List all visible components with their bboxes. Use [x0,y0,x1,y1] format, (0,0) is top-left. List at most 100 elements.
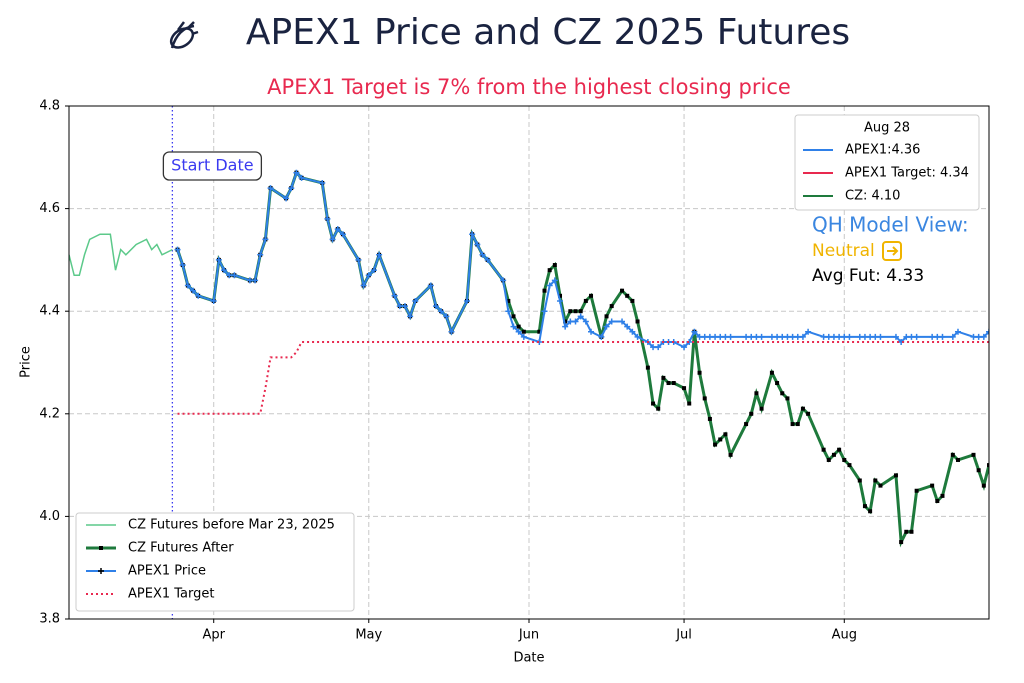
point [360,282,367,289]
y-tick-label: 3.8 [39,612,60,627]
y-tick-label: 4.8 [39,99,60,114]
point [696,333,703,340]
point [190,287,197,294]
point [769,370,774,375]
point [583,298,588,303]
point [862,504,867,509]
point [784,333,791,340]
point [914,488,919,493]
point [981,483,986,488]
point [604,314,609,319]
point [929,333,936,340]
point [821,447,826,452]
point [630,298,635,303]
title-icon [169,21,199,49]
point [484,256,491,263]
point [184,282,191,289]
plot-frame [68,105,990,620]
point [438,308,445,315]
point [954,328,961,335]
model-heading: QH Model View: [812,213,969,237]
point [893,473,898,478]
point [589,293,594,298]
legend-label: CZ Futures After [128,541,234,556]
point [598,333,605,340]
point [226,272,233,279]
signal-arrow [887,246,899,256]
point [774,333,781,340]
point [588,328,595,335]
point [780,391,785,396]
point [221,267,228,274]
point [955,457,960,462]
point [805,328,812,335]
point [831,452,836,457]
point [231,272,238,279]
point [687,401,692,406]
point [749,411,754,416]
point [547,268,552,273]
point [820,333,827,340]
point [842,457,847,462]
point [505,308,512,315]
point [210,297,217,304]
point [857,478,862,483]
point [754,391,759,396]
point [707,416,712,421]
point [506,298,511,303]
point [634,333,641,340]
point [578,309,583,314]
point [913,333,920,340]
point [520,333,527,340]
point [469,231,476,238]
point [980,333,987,340]
model-signal: Neutral [812,241,875,261]
point [748,333,755,340]
summary-label: APEX1:4.36 [845,143,920,158]
point [252,277,259,284]
point [868,509,873,514]
point [753,333,760,340]
point [283,195,290,202]
x-tick-label: Apr [202,628,225,643]
point [516,324,521,329]
summary-legend: Aug 28 APEX1:4.36 APEX1 Target: 4.34 CZ: 4.… [794,114,980,211]
point [950,452,955,457]
point [650,344,657,351]
point [975,333,982,340]
point [651,401,656,406]
point [790,422,795,427]
point [572,318,579,325]
y-tick-label: 4.4 [39,304,60,319]
point [365,272,372,279]
point [267,185,274,192]
x-tick-label: May [355,628,382,643]
point [324,215,331,222]
point [728,452,733,457]
point [537,329,542,334]
point [856,333,863,340]
point [603,323,610,330]
point [940,493,945,498]
point [744,422,749,427]
x-tick-label: Aug [832,628,857,643]
point [878,483,883,488]
chart-title: APEX1 Price and CZ 2025 Futures [246,12,850,53]
point [655,344,662,351]
point [396,303,403,310]
point [174,246,181,253]
point [830,333,837,340]
summary-label: APEX1 Target: 4.34 [845,166,969,181]
model-avg: Avg Fut: 4.33 [812,266,924,286]
point [661,375,666,380]
point [609,304,614,309]
point [986,328,989,335]
legend-label: APEX1 Target [128,587,214,602]
legend-label: APEX1 Price [128,564,206,579]
point [713,442,718,447]
point [619,318,626,325]
point [582,318,589,325]
point [861,333,868,340]
point [298,174,305,181]
point [987,463,989,468]
